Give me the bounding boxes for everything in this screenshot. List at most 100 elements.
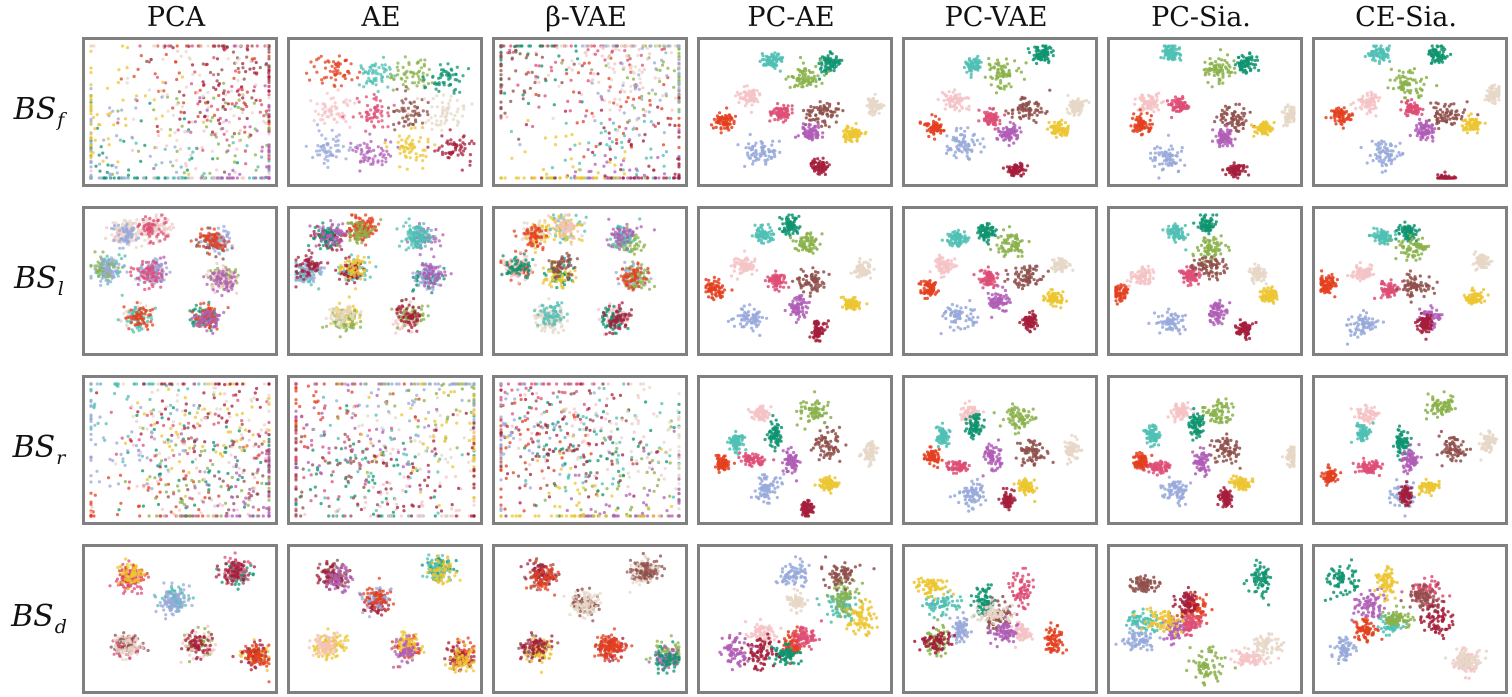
scatter-point: [238, 128, 242, 133]
scatter-point: [240, 85, 244, 89]
scatter-point: [460, 168, 464, 172]
scatter-point: [674, 96, 678, 100]
scatter-point: [1409, 107, 1413, 111]
scatter-point: [381, 75, 385, 79]
scatter-point: [1037, 110, 1042, 114]
scatter-point: [385, 75, 390, 79]
scatter-point: [1181, 104, 1185, 108]
scatter-point: [1173, 95, 1178, 99]
scatter-point: [1179, 58, 1183, 62]
scatter-point: [258, 66, 262, 70]
scatter-point: [1004, 133, 1008, 137]
scatter-point: [1213, 120, 1217, 124]
scatter-point: [588, 44, 592, 48]
scatter-point: [1151, 159, 1155, 163]
scatter-point: [1207, 72, 1211, 76]
scatter-point: [175, 102, 179, 106]
scatter-point: [382, 153, 386, 157]
scatter-point: [182, 93, 186, 97]
class-cluster: [426, 128, 476, 172]
scatter-point: [632, 71, 636, 75]
scatter-point: [267, 96, 271, 100]
class-cluster: [918, 113, 946, 141]
scatter-point: [1042, 55, 1046, 59]
scatter-point: [677, 124, 681, 128]
scatter-point: [1386, 55, 1390, 60]
scatter-point: [1007, 143, 1011, 148]
scatter-point: [927, 122, 931, 126]
scatter-point: [149, 57, 153, 62]
scatter-point: [433, 81, 437, 85]
scatter-point: [106, 112, 110, 116]
scatter-point: [509, 99, 513, 103]
scatter-point: [596, 91, 600, 95]
scatter-point: [267, 44, 271, 48]
scatter-point: [1034, 108, 1038, 112]
scatter-point: [239, 44, 243, 48]
scatter-point: [936, 97, 940, 102]
scatter-point: [1008, 165, 1012, 169]
scatter-point: [647, 110, 651, 114]
scatter-point: [1236, 120, 1240, 124]
scatter-point: [426, 113, 430, 117]
scatter-point: [148, 101, 152, 105]
scatter-point: [1210, 85, 1214, 89]
scatter-point: [230, 135, 235, 139]
scatter-point: [525, 53, 529, 57]
scatter-point: [112, 176, 116, 180]
scatter-point: [1157, 162, 1162, 166]
scatter-point: [608, 108, 612, 112]
scatter-point: [499, 54, 503, 58]
scatter-point: [337, 133, 341, 137]
scatter-point: [1224, 67, 1229, 71]
scatter-point: [820, 124, 824, 128]
scatter-point: [327, 115, 331, 119]
scatter-point: [1023, 96, 1027, 100]
scatter-point: [1397, 74, 1401, 78]
scatter-point: [417, 140, 421, 144]
scatter-point: [450, 68, 454, 72]
scatter-point: [1045, 127, 1050, 131]
scatter-point: [244, 70, 248, 74]
scatter-point: [767, 154, 771, 158]
scatter-point: [136, 149, 141, 153]
scatter-point: [243, 130, 247, 134]
scatter-point: [1138, 119, 1142, 124]
scatter-point: [933, 137, 937, 141]
scatter-point: [1077, 105, 1081, 109]
scatter-point: [863, 132, 867, 136]
scatter-point: [311, 155, 315, 160]
scatter-point: [255, 44, 259, 48]
scatter-point: [102, 138, 106, 142]
scatter-point: [995, 74, 999, 78]
scatter-point: [1024, 108, 1028, 113]
column-header-ae: AE: [283, 2, 479, 34]
scatter-point: [367, 76, 371, 80]
scatter-point: [669, 51, 673, 55]
scatter-point: [803, 127, 807, 132]
scatter-point: [304, 144, 308, 148]
scatter-point: [409, 113, 413, 117]
scatter-point: [561, 58, 565, 62]
scatter-point: [240, 110, 244, 114]
scatter-point: [1165, 151, 1169, 155]
scatter-point: [1170, 115, 1174, 120]
scatter-point: [184, 85, 188, 89]
scatter-point: [668, 123, 672, 127]
scatter-point: [1401, 75, 1405, 79]
scatter-point: [966, 64, 971, 69]
scatter-point: [760, 148, 764, 153]
scatter-point: [631, 77, 636, 81]
scatter-point: [416, 60, 420, 64]
scatter-point: [969, 75, 973, 79]
scatter-point: [621, 44, 625, 48]
scatter-point: [1019, 70, 1023, 74]
class-cluster: [89, 44, 206, 176]
scatter-point: [608, 160, 612, 164]
scatter-point: [403, 89, 408, 93]
scatter-point: [252, 71, 257, 75]
scatter-point: [508, 51, 512, 55]
scatter-point: [930, 113, 934, 117]
scatter-point: [1433, 52, 1437, 56]
scatter-point: [1027, 114, 1031, 118]
